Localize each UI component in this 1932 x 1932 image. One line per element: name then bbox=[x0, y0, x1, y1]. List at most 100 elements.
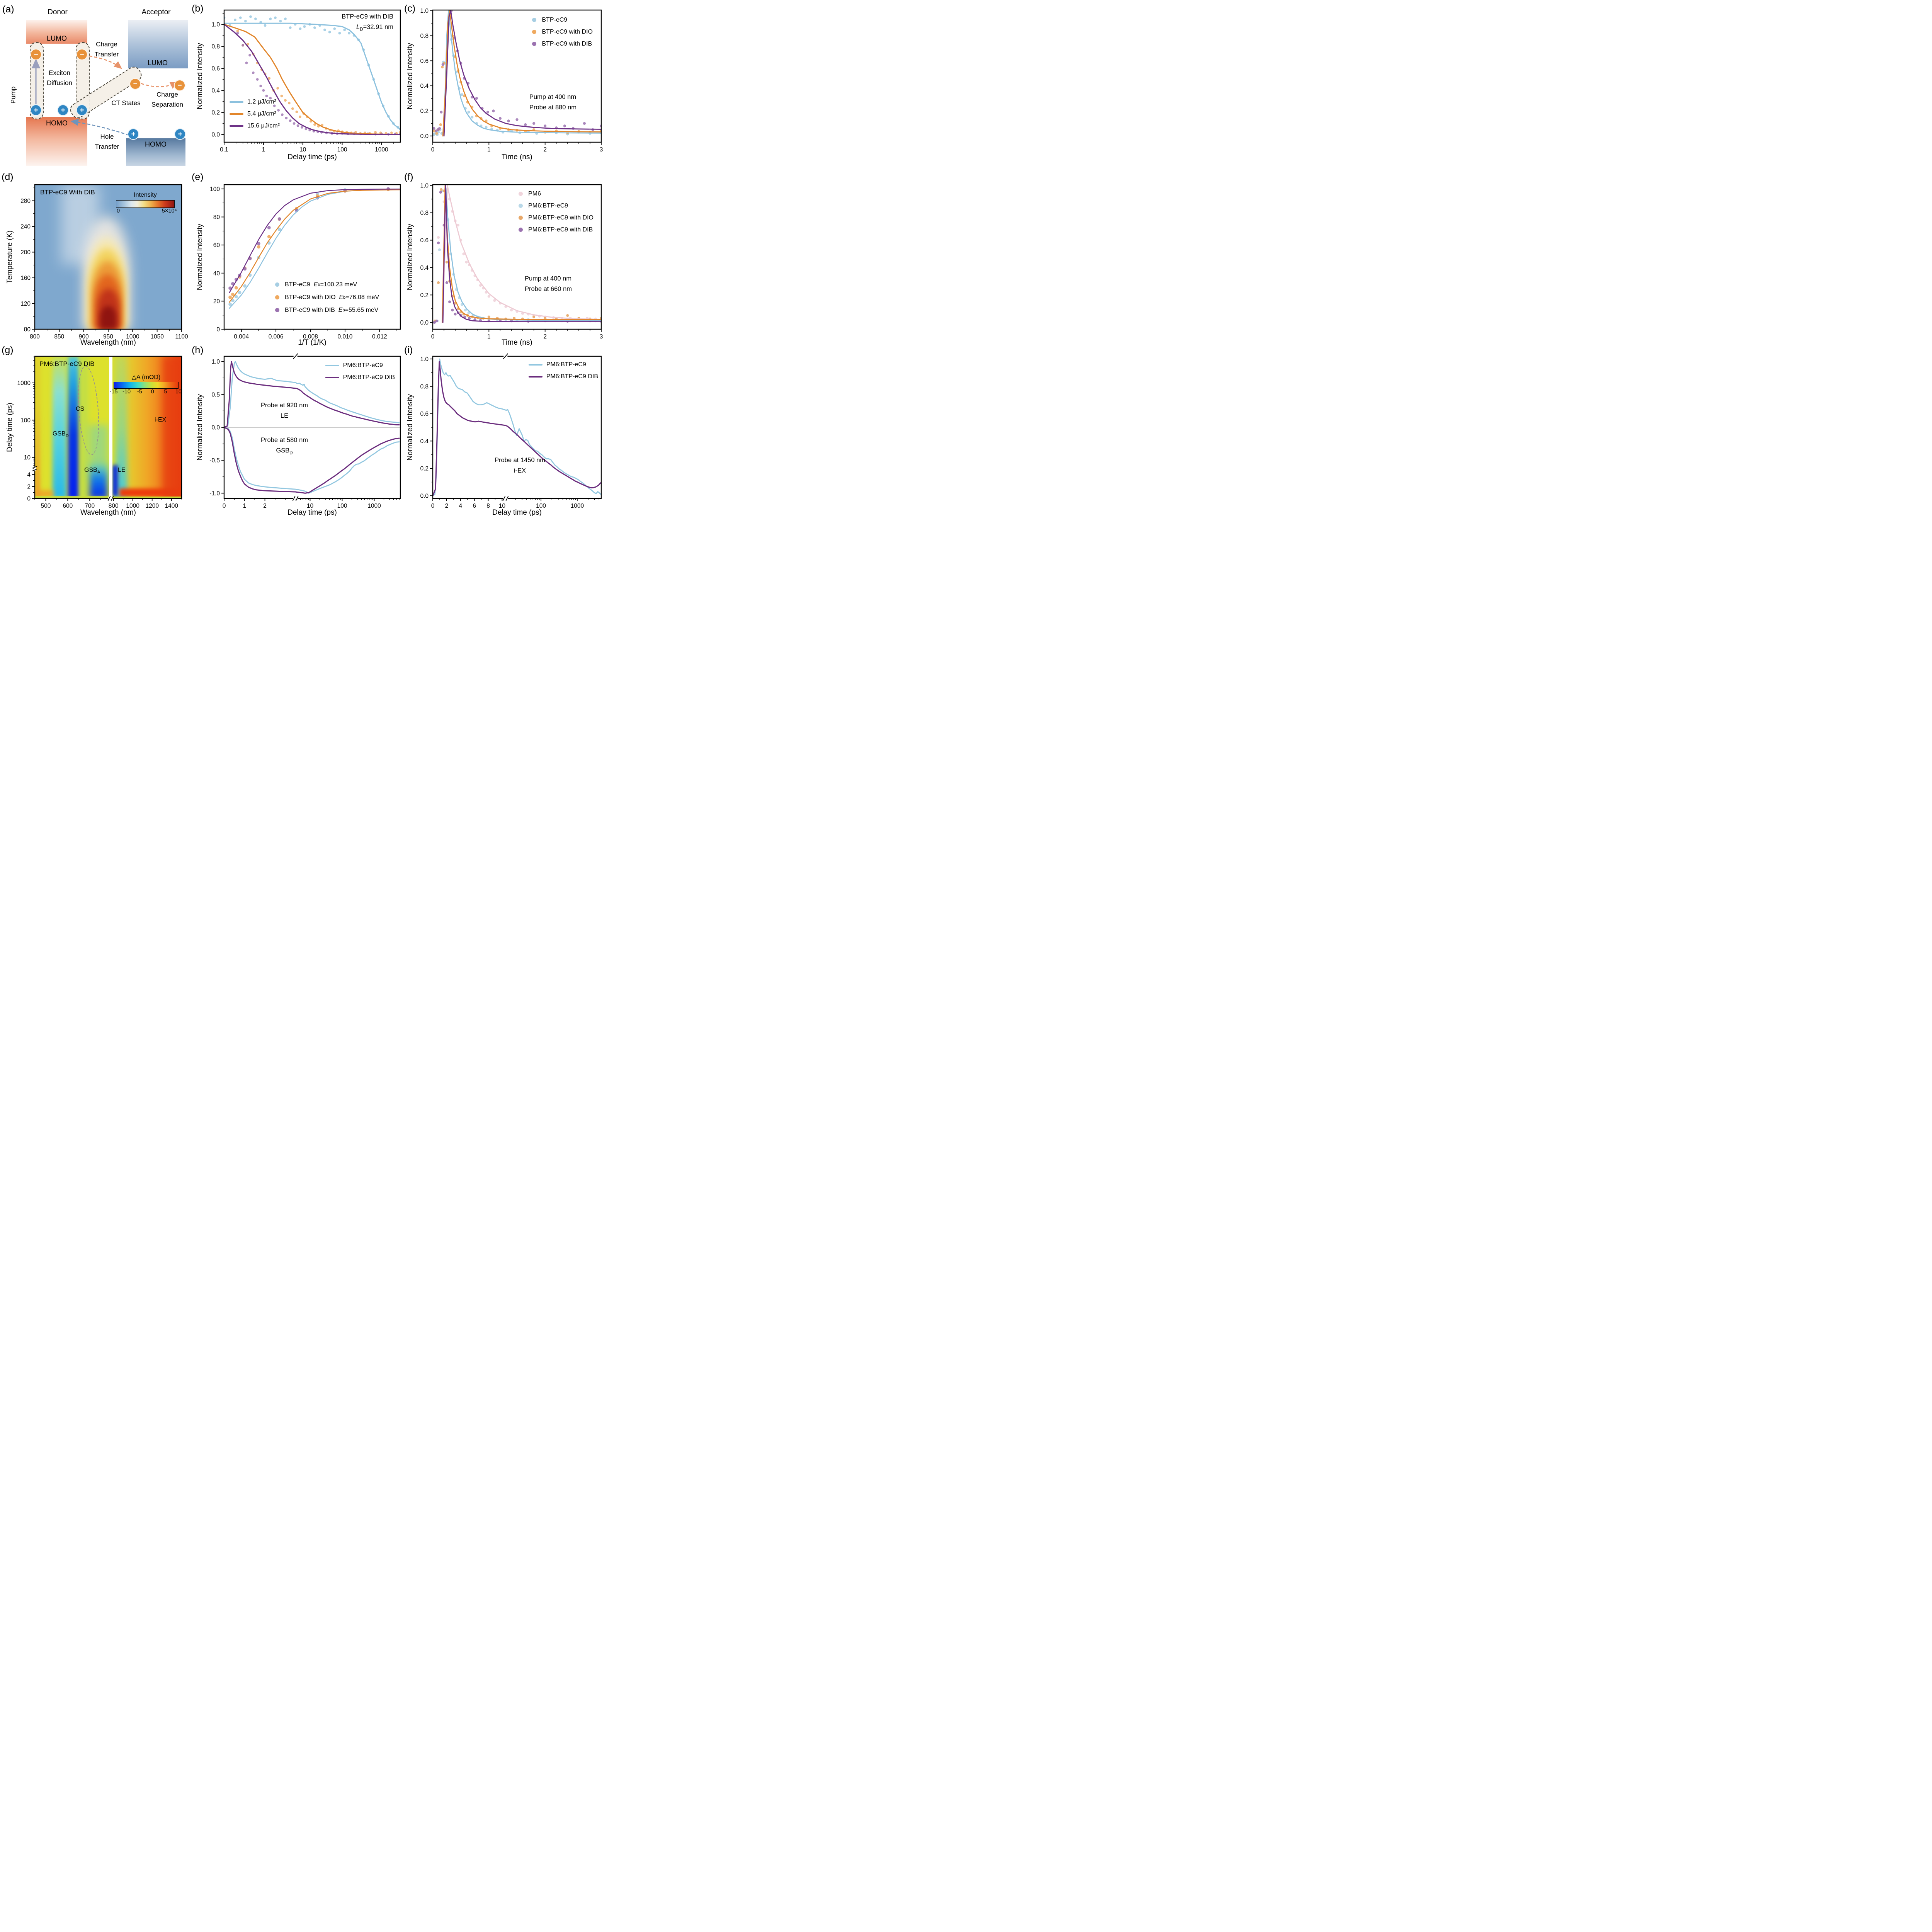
svg-text:1.0: 1.0 bbox=[420, 356, 429, 363]
panel-d: (d) Temperature (K) Wavelength (nm) BTP-… bbox=[0, 166, 189, 347]
legend-item: PM6:BTP-eC9 with DIO bbox=[517, 212, 594, 224]
svg-text:4: 4 bbox=[27, 472, 31, 478]
svg-text:120: 120 bbox=[20, 301, 31, 307]
svg-text:0.012: 0.012 bbox=[372, 333, 387, 340]
y-axis-label: Normalized Intensity bbox=[196, 223, 204, 291]
y-axis-label: Normalized Intensity bbox=[196, 394, 204, 461]
panel-g: (g) Delay time (ps) Wavelength (nm) PM bbox=[0, 339, 189, 519]
svg-text:0.6: 0.6 bbox=[420, 58, 429, 65]
legend-item: PM6:BTP-eC9 bbox=[528, 359, 598, 371]
gsb-a-label: GSBA bbox=[84, 467, 100, 475]
svg-text:100: 100 bbox=[337, 503, 347, 509]
panel-letter: (d) bbox=[2, 172, 14, 182]
legend-swatch bbox=[519, 192, 523, 196]
svg-text:2: 2 bbox=[543, 146, 547, 153]
heatmap-title: PM6:BTP-eC9 DIB bbox=[39, 360, 95, 367]
svg-text:0.8: 0.8 bbox=[211, 44, 220, 50]
svg-text:500: 500 bbox=[41, 503, 51, 509]
svg-text:10: 10 bbox=[299, 146, 306, 153]
legend: 1.2 μJ/cm² 5.4 μJ/cm² 15.6 μJ/cm² bbox=[230, 96, 280, 132]
svg-text:1: 1 bbox=[487, 333, 491, 340]
colorbar-gradient bbox=[116, 200, 175, 208]
ct-states-label: CT States bbox=[111, 99, 141, 107]
svg-text:8: 8 bbox=[486, 503, 490, 509]
legend-item: BTP-eC9 bbox=[531, 14, 593, 26]
colorbar: Intensity 0 5×10⁴ bbox=[116, 192, 177, 216]
y-axis-label: Normalized Intensity bbox=[196, 43, 204, 110]
legend-item: PM6 bbox=[517, 188, 594, 200]
legend-swatch bbox=[532, 42, 537, 46]
legend: PM6:BTP-eC9 PM6:BTP-eC9 DIB bbox=[528, 359, 598, 383]
svg-text:1400: 1400 bbox=[165, 503, 178, 509]
hole-transfer-label: Hole Transfer bbox=[95, 133, 119, 150]
donor-lumo-label: LUMO bbox=[46, 34, 67, 43]
svg-text:6: 6 bbox=[473, 503, 476, 509]
svg-text:100: 100 bbox=[210, 186, 220, 192]
legend: BTP-eC9 BTP-eC9 with DIO BTP-eC9 with DI… bbox=[531, 14, 593, 50]
panel-h-chart: 0 1 2 10 100 1000 -1.0 -0.5 0.0 0.5 1.0 bbox=[209, 353, 401, 509]
donor-lumo-band bbox=[26, 20, 87, 44]
svg-text:2: 2 bbox=[543, 333, 547, 340]
panel-letter: (f) bbox=[404, 172, 413, 182]
legend-item: 15.6 μJ/cm² bbox=[230, 120, 280, 132]
svg-text:1.0: 1.0 bbox=[420, 8, 429, 14]
x-axis-label: Delay time (ps) bbox=[287, 509, 337, 517]
svg-text:0: 0 bbox=[431, 503, 435, 509]
colorbar-gradient bbox=[114, 382, 179, 389]
svg-text:1.0: 1.0 bbox=[420, 182, 429, 189]
svg-text:850: 850 bbox=[54, 333, 64, 340]
charge-transfer-arrow bbox=[89, 55, 122, 69]
annotation-gsb: Probe at 580 nm GSBD bbox=[261, 437, 308, 456]
pump-label: Pump bbox=[9, 86, 17, 104]
svg-text:1: 1 bbox=[487, 146, 491, 153]
svg-text:0.0: 0.0 bbox=[211, 132, 220, 138]
legend-swatch bbox=[230, 113, 243, 115]
svg-text:80: 80 bbox=[24, 327, 31, 333]
panel-h: (h) Normalized Intensity Delay time (ps)… bbox=[189, 339, 402, 519]
svg-text:0: 0 bbox=[216, 327, 220, 333]
svg-text:0.2: 0.2 bbox=[420, 108, 429, 114]
svg-text:800: 800 bbox=[109, 503, 119, 509]
legend-item: PM6:BTP-eC9 DIB bbox=[528, 371, 598, 383]
svg-text:100: 100 bbox=[20, 417, 31, 424]
x-axis-label: Delay time (ps) bbox=[287, 153, 337, 161]
panel-b-chart: 0.1 1 10 100 1000 0.0 0.2 0.4 0.6 0.8 1.0 bbox=[211, 9, 401, 153]
svg-text:1: 1 bbox=[262, 146, 265, 153]
charge-separation-label: Charge Separation bbox=[151, 91, 184, 108]
annotation-le: Probe at 920 nm LE bbox=[261, 402, 308, 420]
svg-text:0.4: 0.4 bbox=[420, 438, 429, 445]
svg-text:0.6: 0.6 bbox=[420, 237, 429, 244]
svg-text:0.1: 0.1 bbox=[220, 146, 228, 153]
svg-text:1000: 1000 bbox=[375, 146, 388, 153]
legend-swatch bbox=[532, 18, 537, 22]
svg-text:0.010: 0.010 bbox=[338, 333, 353, 340]
svg-text:1100: 1100 bbox=[175, 333, 188, 340]
axis-break-strip bbox=[109, 356, 112, 498]
svg-text:1: 1 bbox=[243, 503, 246, 509]
legend-item: PM6:BTP-eC9 DIB bbox=[325, 371, 395, 383]
legend-swatch bbox=[325, 364, 339, 366]
x-axis-label: Delay time (ps) bbox=[492, 509, 542, 517]
svg-text:0.006: 0.006 bbox=[269, 333, 284, 340]
svg-text:600: 600 bbox=[63, 503, 73, 509]
svg-text:4: 4 bbox=[459, 503, 462, 509]
x-axis-label: Time (ns) bbox=[502, 338, 532, 347]
x-axis-label: 1/T (1/K) bbox=[298, 338, 327, 347]
cs-label: CS bbox=[76, 406, 85, 412]
svg-text:900: 900 bbox=[79, 333, 89, 340]
panel-letter: (e) bbox=[192, 172, 204, 182]
x-axis-label: Wavelength (nm) bbox=[80, 509, 136, 517]
svg-text:0.6: 0.6 bbox=[420, 411, 429, 417]
svg-text:0: 0 bbox=[27, 496, 31, 502]
svg-text:10: 10 bbox=[307, 503, 314, 509]
legend-swatch bbox=[230, 101, 243, 103]
legend-swatch bbox=[275, 295, 279, 299]
legend-item: BTP-eC9 with DIB bbox=[531, 38, 593, 50]
svg-text:10: 10 bbox=[499, 503, 506, 509]
legend-swatch bbox=[519, 204, 523, 208]
panel-b: (b) Normalized Intensity Delay time (ps)… bbox=[189, 0, 402, 167]
svg-text:-0.5: -0.5 bbox=[209, 457, 220, 464]
svg-text:800: 800 bbox=[30, 333, 40, 340]
donor-label: Donor bbox=[48, 8, 68, 16]
